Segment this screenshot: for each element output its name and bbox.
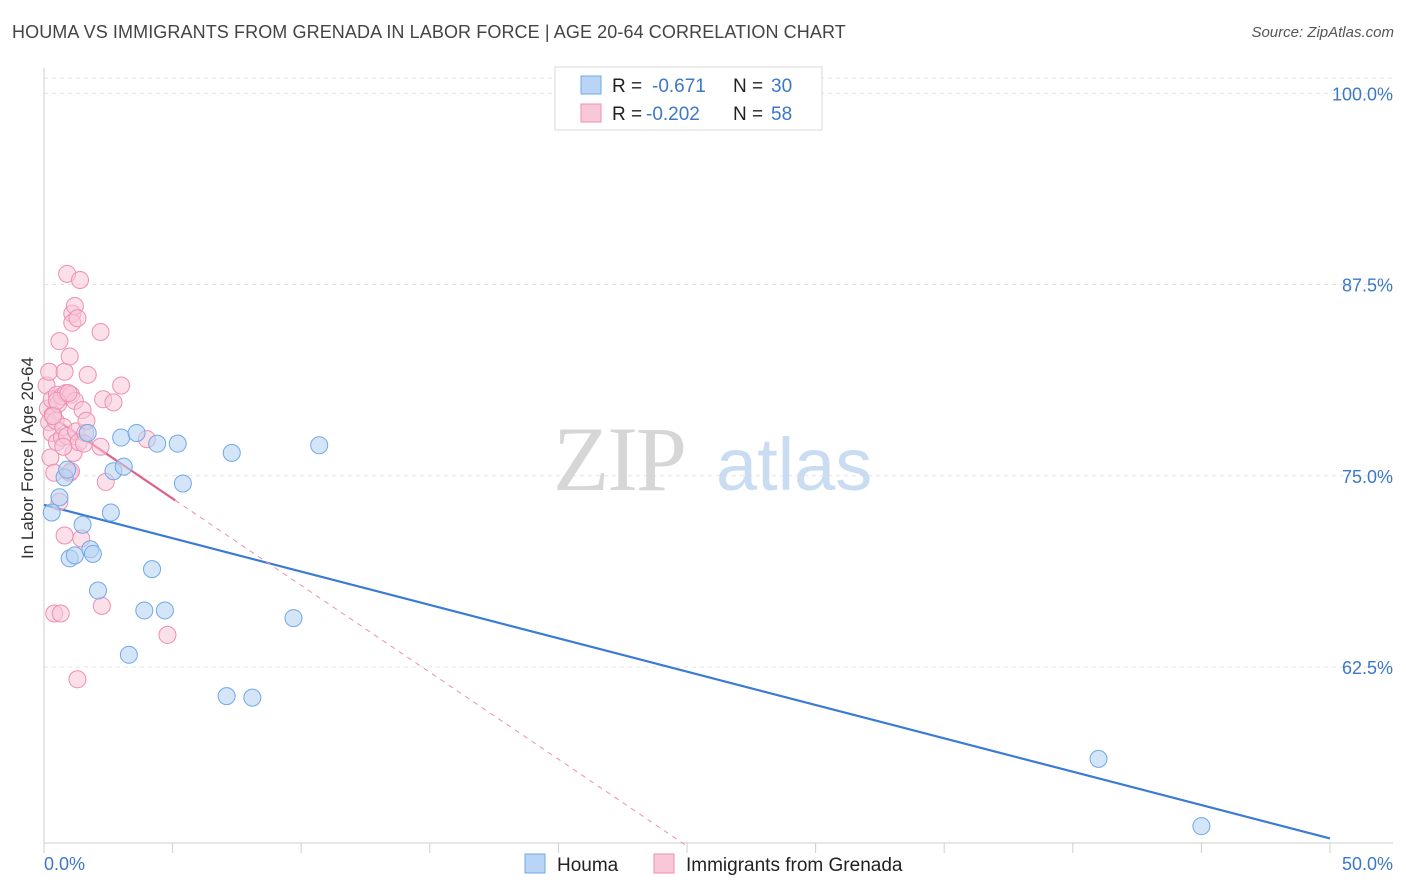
trend-line-grenada-extended [174, 499, 688, 847]
point-houma [73, 515, 92, 534]
x-tick-label-max: 50.0% [1342, 854, 1393, 874]
point-grenada [50, 332, 69, 351]
legend-n-value-2: 58 [771, 104, 792, 125]
legend-swatch-houma [580, 75, 602, 95]
watermark-zip: ZIP [553, 408, 685, 510]
point-houma [119, 645, 138, 664]
point-grenada [55, 526, 74, 545]
bottom-legend: Houma Immigrants from Grenada [524, 853, 903, 876]
point-grenada [54, 437, 73, 456]
point-grenada [71, 270, 90, 289]
watermark-atlas: atlas [716, 423, 872, 506]
legend-n-label-2: N = [733, 104, 768, 125]
point-grenada [91, 322, 110, 341]
trend-line-houma [43, 503, 1331, 840]
point-houma [168, 434, 187, 453]
point-houma [83, 544, 102, 563]
point-grenada [68, 309, 87, 328]
source-label: Source: ZipAtlas.com [1251, 24, 1394, 41]
point-houma [65, 546, 84, 565]
legend-r-value-2: -0.202 [646, 104, 700, 125]
point-grenada [68, 670, 87, 689]
legend-r-label-1: R = [612, 76, 647, 97]
y-tick-label: 62.5% [1342, 658, 1393, 678]
point-grenada [40, 362, 59, 381]
point-houma [1089, 749, 1108, 768]
point-houma [148, 434, 167, 453]
point-grenada [158, 625, 177, 644]
data-points [37, 264, 1211, 836]
point-houma [42, 503, 61, 522]
y-tick-label: 100.0% [1332, 84, 1393, 104]
watermark: ZIP atlas [553, 408, 872, 510]
point-houma [89, 581, 108, 600]
point-houma [222, 443, 241, 462]
legend-box: R = -0.671 N = 30 R = -0.202 N = 58 [554, 66, 823, 131]
point-houma [155, 601, 174, 620]
y-tick-label: 87.5% [1342, 276, 1393, 296]
x-tick-labels: 0.0% 50.0% [44, 854, 1393, 874]
point-grenada [60, 347, 79, 366]
point-houma [127, 423, 146, 442]
y-axis-title: In Labor Force | Age 20-64 [18, 357, 37, 559]
bottom-legend-swatch-houma [524, 853, 546, 874]
point-grenada [59, 384, 78, 403]
point-houma [243, 688, 262, 707]
x-tick-label-min: 0.0% [44, 854, 85, 874]
point-houma [143, 560, 162, 579]
point-houma [217, 687, 236, 706]
point-grenada [55, 362, 74, 381]
point-grenada [78, 365, 97, 384]
chart-title: HOUMA VS IMMIGRANTS FROM GRENADA IN LABO… [12, 22, 846, 42]
point-grenada [92, 596, 111, 615]
trend-lines [43, 410, 1331, 847]
bottom-legend-houma: Houma [557, 855, 619, 876]
point-grenada [112, 376, 131, 395]
point-houma [284, 609, 303, 628]
point-houma [135, 601, 154, 620]
point-grenada [104, 393, 123, 412]
legend-swatch-grenada [580, 103, 602, 123]
point-houma [1192, 817, 1211, 836]
bottom-legend-grenada: Immigrants from Grenada [686, 855, 903, 876]
point-houma [173, 474, 192, 493]
y-tick-labels: 62.5% 75.0% 87.5% 100.0% [1332, 84, 1393, 678]
point-grenada [51, 604, 70, 623]
point-houma [101, 503, 120, 522]
legend-n-value-1: 30 [771, 76, 792, 97]
grid [44, 77, 1393, 668]
point-houma [58, 460, 77, 479]
point-houma [114, 457, 133, 476]
legend-r-value-1: -0.671 [652, 76, 706, 97]
bottom-legend-swatch-grenada [653, 853, 675, 874]
point-houma [112, 428, 131, 447]
point-houma [310, 436, 329, 455]
y-tick-label: 75.0% [1342, 467, 1393, 487]
legend-r-label-2: R = [612, 104, 647, 125]
point-houma [50, 488, 69, 507]
point-grenada [44, 407, 63, 426]
point-houma [78, 423, 97, 442]
legend-n-label-1: N = [733, 76, 768, 97]
point-grenada [91, 437, 110, 456]
